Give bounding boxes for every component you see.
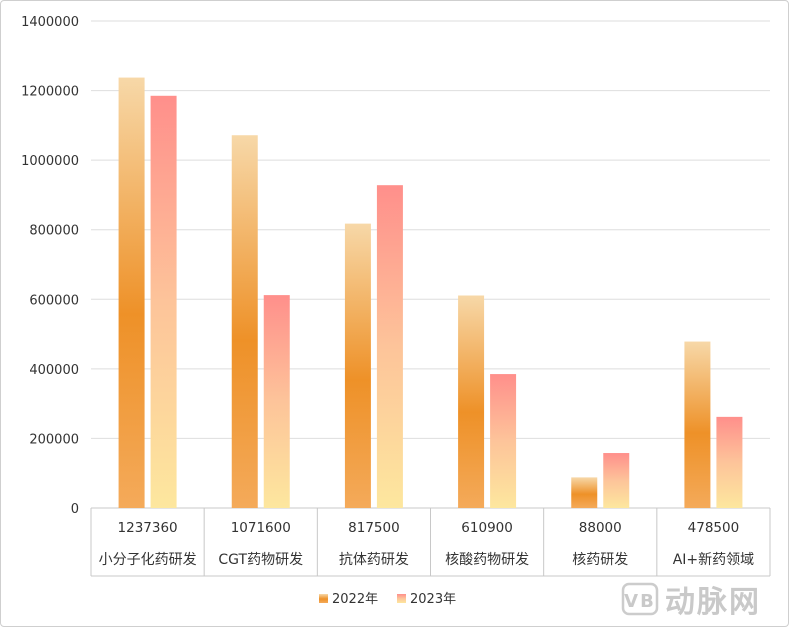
bar xyxy=(490,374,517,508)
data-table: 1237360 小分子化药研发 1071600 CGT药物研发 817500 抗体药研发 6… xyxy=(90,508,771,577)
y-axis: 0 200000 400000 600000 800000 1000000 1200000 1… xyxy=(21,15,79,517)
legend: 2022年 2023年 xyxy=(319,592,456,607)
legend-label: 2023年 xyxy=(410,592,456,607)
watermark-logo-icon: VB xyxy=(624,591,656,612)
bar xyxy=(376,185,403,508)
bar xyxy=(344,223,371,509)
bar xyxy=(716,416,743,508)
bar xyxy=(603,453,630,508)
y-tick-label: 1000000 xyxy=(21,154,79,169)
gridlines xyxy=(91,20,770,509)
bar xyxy=(231,135,258,509)
data-table-value: 478500 xyxy=(688,520,740,536)
legend-swatch xyxy=(397,594,406,603)
bar xyxy=(571,477,598,508)
y-tick-label: 1200000 xyxy=(21,85,79,100)
category-label: 抗体药研发 xyxy=(339,552,409,568)
category-label: 核酸药物研发 xyxy=(445,552,529,568)
data-table-value: 1237360 xyxy=(118,520,178,536)
y-tick-label: 800000 xyxy=(29,224,79,239)
y-tick-label: 600000 xyxy=(29,293,79,308)
y-tick-label: 1400000 xyxy=(21,15,79,30)
data-table-value: 88000 xyxy=(579,520,622,536)
bar xyxy=(118,77,145,508)
data-table-value: 610900 xyxy=(461,520,513,536)
category-label: 核药研发 xyxy=(572,552,628,568)
bar xyxy=(263,295,290,508)
legend-label: 2022年 xyxy=(332,592,378,607)
bars xyxy=(118,77,743,509)
watermark-text: 动脉网 xyxy=(665,585,761,620)
bar xyxy=(150,95,177,509)
watermark-logo-box xyxy=(621,582,659,616)
category-label: 小分子化药研发 xyxy=(99,552,197,568)
bar xyxy=(684,341,711,508)
y-tick-label: 200000 xyxy=(29,432,79,447)
category-label: AI+新药领域 xyxy=(673,552,754,568)
data-table-value: 817500 xyxy=(348,520,400,536)
y-tick-label: 0 xyxy=(71,502,79,517)
bar xyxy=(458,295,485,508)
category-label: CGT药物研发 xyxy=(218,552,303,568)
watermark: VB 动脉网 xyxy=(621,582,761,620)
y-tick-label: 400000 xyxy=(29,363,79,378)
data-table-value: 1071600 xyxy=(231,520,291,536)
legend-swatch xyxy=(319,594,328,603)
